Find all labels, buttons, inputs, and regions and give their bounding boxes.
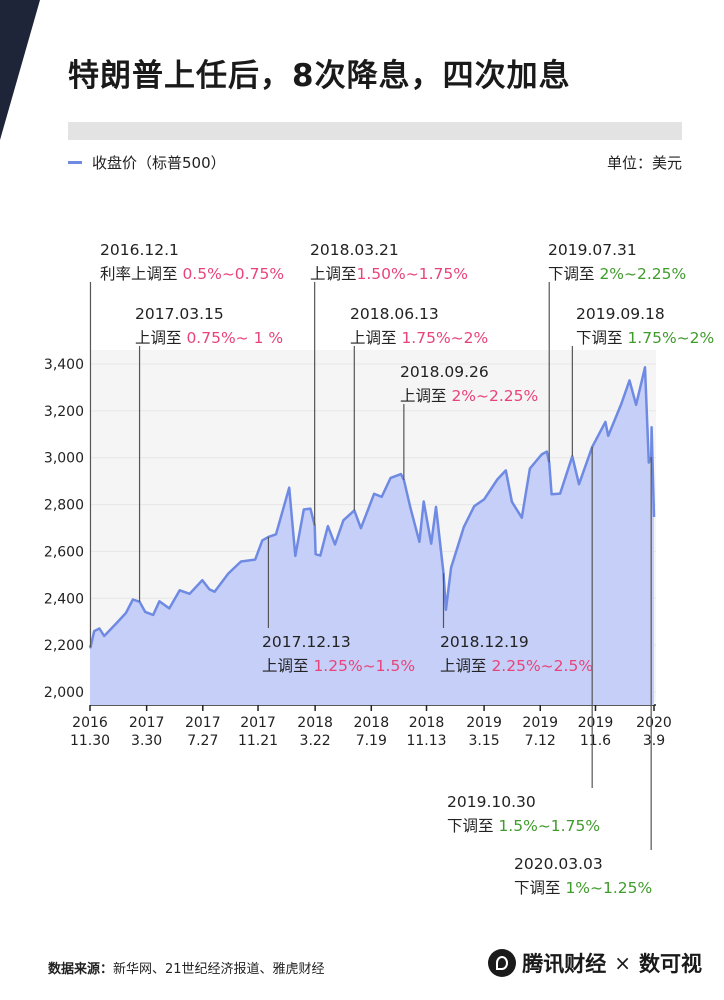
annotation-prefix: 上调至 — [350, 329, 402, 347]
annotation-prefix: 利率上调至 — [100, 265, 183, 283]
x-tick-label-day: 11.13 — [406, 733, 446, 749]
annotation-prefix: 下调至 — [548, 265, 600, 283]
rate-annotation: 2018.09.26 上调至 2%~2.25% — [400, 360, 538, 408]
legend-label: 收盘价（标普500） — [92, 154, 226, 172]
corner-decoration — [0, 0, 40, 140]
brand-separator: × — [614, 951, 631, 975]
annotation-date: 2019.10.30 — [447, 793, 536, 811]
y-tick-label: 2,600 — [44, 544, 84, 560]
annotation-prefix: 下调至 — [514, 879, 566, 897]
y-tick-label: 2,400 — [44, 591, 84, 607]
annotation-rate-range: 0.5%~0.75% — [182, 265, 285, 283]
annotation-date: 2017.03.15 — [135, 305, 224, 323]
x-tick-label-year: 2020 — [636, 715, 672, 731]
legend-swatch — [68, 161, 82, 164]
annotation-rate-range: 0.75%~ 1 % — [186, 329, 284, 347]
x-tick-label-day: 11.6 — [580, 733, 611, 749]
x-tick-label-day: 7.27 — [187, 733, 218, 749]
x-tick-label-day: 3.9 — [643, 733, 665, 749]
x-tick-label-year: 2016 — [72, 715, 108, 731]
annotation-date: 2017.12.13 — [262, 633, 351, 651]
rate-annotation: 2019.09.18 下调至 1.75%~2% — [576, 302, 714, 350]
data-source-text: 新华网、21世纪经济报道、雅虎财经 — [113, 962, 325, 977]
x-tick-label-year: 2018 — [409, 715, 445, 731]
x-tick-label-year: 2017 — [129, 715, 165, 731]
rate-annotation: 2019.10.30 下调至 1.5%~1.75% — [447, 790, 600, 838]
rate-annotation: 2018.06.13 上调至 1.75%~2% — [350, 302, 488, 350]
x-tick-label-year: 2019 — [578, 715, 614, 731]
x-tick-label-day: 7.19 — [356, 733, 387, 749]
page-title: 特朗普上任后，8次降息，四次加息 — [68, 58, 571, 94]
y-tick-label: 3,000 — [44, 451, 84, 467]
annotation-date: 2020.03.03 — [514, 855, 603, 873]
annotation-prefix: 上调至 — [310, 265, 357, 283]
annotation-prefix: 上调至 — [440, 657, 492, 675]
annotation-prefix: 下调至 — [447, 817, 499, 835]
annotation-date: 2018.12.19 — [440, 633, 529, 651]
x-tick-label-day: 11.30 — [70, 733, 110, 749]
brand-partner: 数可视 — [639, 952, 702, 976]
tencent-logo-icon — [488, 949, 517, 977]
x-tick-label-day: 3.30 — [131, 733, 162, 749]
annotation-prefix: 下调至 — [576, 329, 628, 347]
annotation-rate-range: 1.75%~2% — [627, 329, 715, 347]
annotation-rate-range: 2.25%~2.5% — [491, 657, 594, 675]
x-tick-label-day: 3.22 — [300, 733, 331, 749]
annotation-rate-range: 2%~2.25% — [599, 265, 687, 283]
y-tick-label: 2,200 — [44, 638, 84, 654]
annotation-rate-range: 1.75%~2% — [401, 329, 489, 347]
annotation-rate-range: 1.5%~1.75% — [498, 817, 601, 835]
x-tick-label-year: 2018 — [297, 715, 333, 731]
annotation-rate-range: 1.50%~1.75% — [356, 265, 468, 283]
annotation-date: 2018.09.26 — [400, 363, 489, 381]
annotation-date: 2019.07.31 — [548, 241, 637, 259]
x-tick-label-day: 11.21 — [238, 733, 278, 749]
rate-annotation: 2018.03.21 上调至1.50%~1.75% — [310, 238, 468, 286]
rate-annotation: 2017.03.15 上调至 0.75%~ 1 % — [135, 302, 283, 350]
brand-name: 腾讯财经 — [522, 952, 607, 976]
annotation-prefix: 上调至 — [135, 329, 187, 347]
rate-annotation: 2018.12.19 上调至 2.25%~2.5% — [440, 630, 593, 678]
rate-annotation: 2020.03.03 下调至 1%~1.25% — [514, 852, 652, 900]
x-tick-label-year: 2019 — [522, 715, 558, 731]
annotation-date: 2016.12.1 — [100, 241, 179, 259]
annotation-prefix: 上调至 — [400, 387, 452, 405]
data-source: 数据来源：新华网、21世纪经济报道、雅虎财经 — [48, 958, 325, 977]
legend: 收盘价（标普500） — [68, 152, 226, 173]
x-tick-label-day: 7.12 — [525, 733, 556, 749]
y-tick-label: 2,000 — [44, 685, 84, 701]
y-tick-label: 3,200 — [44, 404, 84, 420]
annotation-rate-range: 1.25%~1.5% — [313, 657, 416, 675]
unit-label: 单位：美元 — [606, 154, 682, 172]
x-tick-label-year: 2017 — [185, 715, 221, 731]
title-divider-bar — [68, 122, 682, 140]
rate-annotation: 2016.12.1 利率上调至 0.5%~0.75% — [100, 238, 284, 286]
rate-annotation: 2019.07.31 下调至 2%~2.25% — [548, 238, 686, 286]
annotation-date: 2018.03.21 — [310, 241, 399, 259]
sp500-line — [88, 366, 656, 649]
x-tick-label-year: 2018 — [353, 715, 389, 731]
data-source-label: 数据来源： — [48, 962, 114, 977]
annotation-date: 2019.09.18 — [576, 305, 665, 323]
y-tick-label: 3,400 — [44, 357, 84, 373]
brand-footer: 腾讯财经 × 数可视 — [488, 948, 702, 978]
x-tick-label-year: 2017 — [240, 715, 276, 731]
annotation-rate-range: 2%~2.25% — [451, 387, 539, 405]
x-tick-label-day: 3.15 — [469, 733, 500, 749]
annotation-date: 2018.06.13 — [350, 305, 439, 323]
y-tick-label: 2,800 — [44, 498, 84, 514]
sp500-area-fill — [90, 367, 654, 705]
annotation-prefix: 上调至 — [262, 657, 314, 675]
x-tick-label-year: 2019 — [466, 715, 502, 731]
annotation-rate-range: 1%~1.25% — [565, 879, 653, 897]
rate-annotation: 2017.12.13 上调至 1.25%~1.5% — [262, 630, 415, 678]
